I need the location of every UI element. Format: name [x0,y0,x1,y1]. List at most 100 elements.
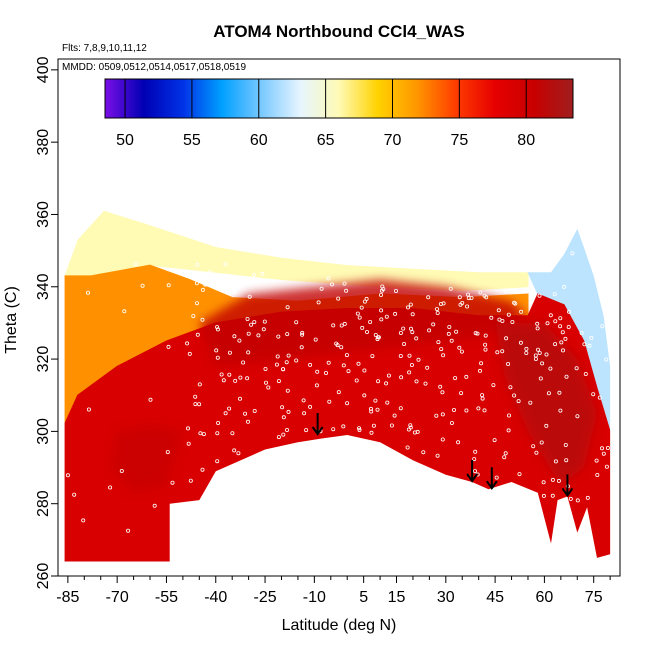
sample-point [594,458,599,463]
colorbar-tick-label: 65 [317,132,335,149]
sample-point [454,329,459,334]
sample-point [126,528,131,533]
sample-point [496,308,501,313]
sample-point [408,302,413,307]
sample-point [185,426,190,431]
highlight-zone-1 [495,322,597,486]
sample-point [187,351,192,356]
sample-point [223,262,228,267]
sample-point [574,366,579,371]
sample-point [276,435,281,440]
colorbar-tick-label: 80 [517,132,535,149]
sample-point [398,406,403,411]
sample-point [508,385,513,390]
sample-point [185,341,190,346]
sample-point [188,478,193,483]
sample-point [266,385,271,390]
sample-point [215,431,220,436]
sample-point [369,430,374,435]
sample-point [362,393,367,398]
x-tick-label: 30 [437,589,455,606]
sample-point [341,424,346,429]
chart-title: ATOM4 Northbound CCl4_WAS [213,22,465,41]
sample-point [436,340,441,345]
sample-point [550,477,555,482]
sample-point [215,459,220,464]
sample-point [133,262,138,267]
sample-point [447,324,452,329]
sample-point [439,347,444,352]
sample-point [558,316,563,321]
sample-point [473,449,478,454]
arrows-layer [311,413,574,498]
sample-point [480,393,485,398]
sample-point [524,350,529,355]
dates-subtitle: MMDD: 0509,0512,0514,0517,0518,0519 [62,62,246,73]
colorbar-tick-label: 60 [250,132,268,149]
x-tick-label: 60 [536,589,554,606]
x-tick-label: 45 [486,589,504,606]
sample-point [553,319,558,324]
sample-point [246,350,251,355]
sample-point [301,398,306,403]
sample-point [407,353,412,358]
sample-point [414,336,419,341]
sample-point [544,352,549,357]
sample-point [544,423,549,428]
sample-point [294,320,299,325]
sample-point [299,345,304,350]
sample-point [421,450,426,455]
sample-point [252,272,257,277]
sample-point [494,475,499,480]
sample-point [512,393,517,398]
y-tick-label: 340 [35,273,52,300]
colorbar: 50 55 60 65 70 75 80 [104,78,574,149]
sample-point [500,349,505,354]
sample-point [227,350,232,355]
sample-point [344,353,349,358]
sample-point [245,376,250,381]
sample-point [308,362,313,367]
sample-point [399,375,404,380]
highlight-zone-0 [199,279,529,367]
sample-point [221,378,226,383]
sample-point [579,330,584,335]
sample-point [316,300,321,305]
sample-point [398,330,403,335]
sample-point [582,342,587,347]
sample-point [233,378,238,383]
sample-point [506,361,511,366]
sample-point [536,347,541,352]
sample-point [587,343,592,348]
sample-point [237,396,242,401]
sample-point [166,283,171,288]
sample-point [148,397,153,402]
sample-point [495,350,500,355]
heatmap-field [58,59,620,576]
sample-point [300,330,305,335]
sample-point [329,282,334,287]
sample-point [466,292,471,297]
sample-point [541,480,546,485]
sample-point [359,305,364,310]
sample-point [256,333,261,338]
sample-point [583,371,588,376]
sample-point [392,413,397,418]
sample-point [375,407,380,412]
sample-point [410,312,415,317]
sample-point [402,341,407,346]
sample-point [457,345,462,350]
sample-point [345,401,350,406]
sample-point [281,367,286,372]
sample-point [483,347,488,352]
sample-point [464,408,469,413]
sample-point [513,301,518,306]
sample-point [346,369,351,374]
sample-point [362,299,367,304]
sample-point [86,407,91,412]
sample-point [339,323,344,328]
colorbar-tick-label: 50 [116,132,134,149]
sample-point [344,288,349,293]
sample-point [246,331,251,336]
sample-point [600,324,605,329]
